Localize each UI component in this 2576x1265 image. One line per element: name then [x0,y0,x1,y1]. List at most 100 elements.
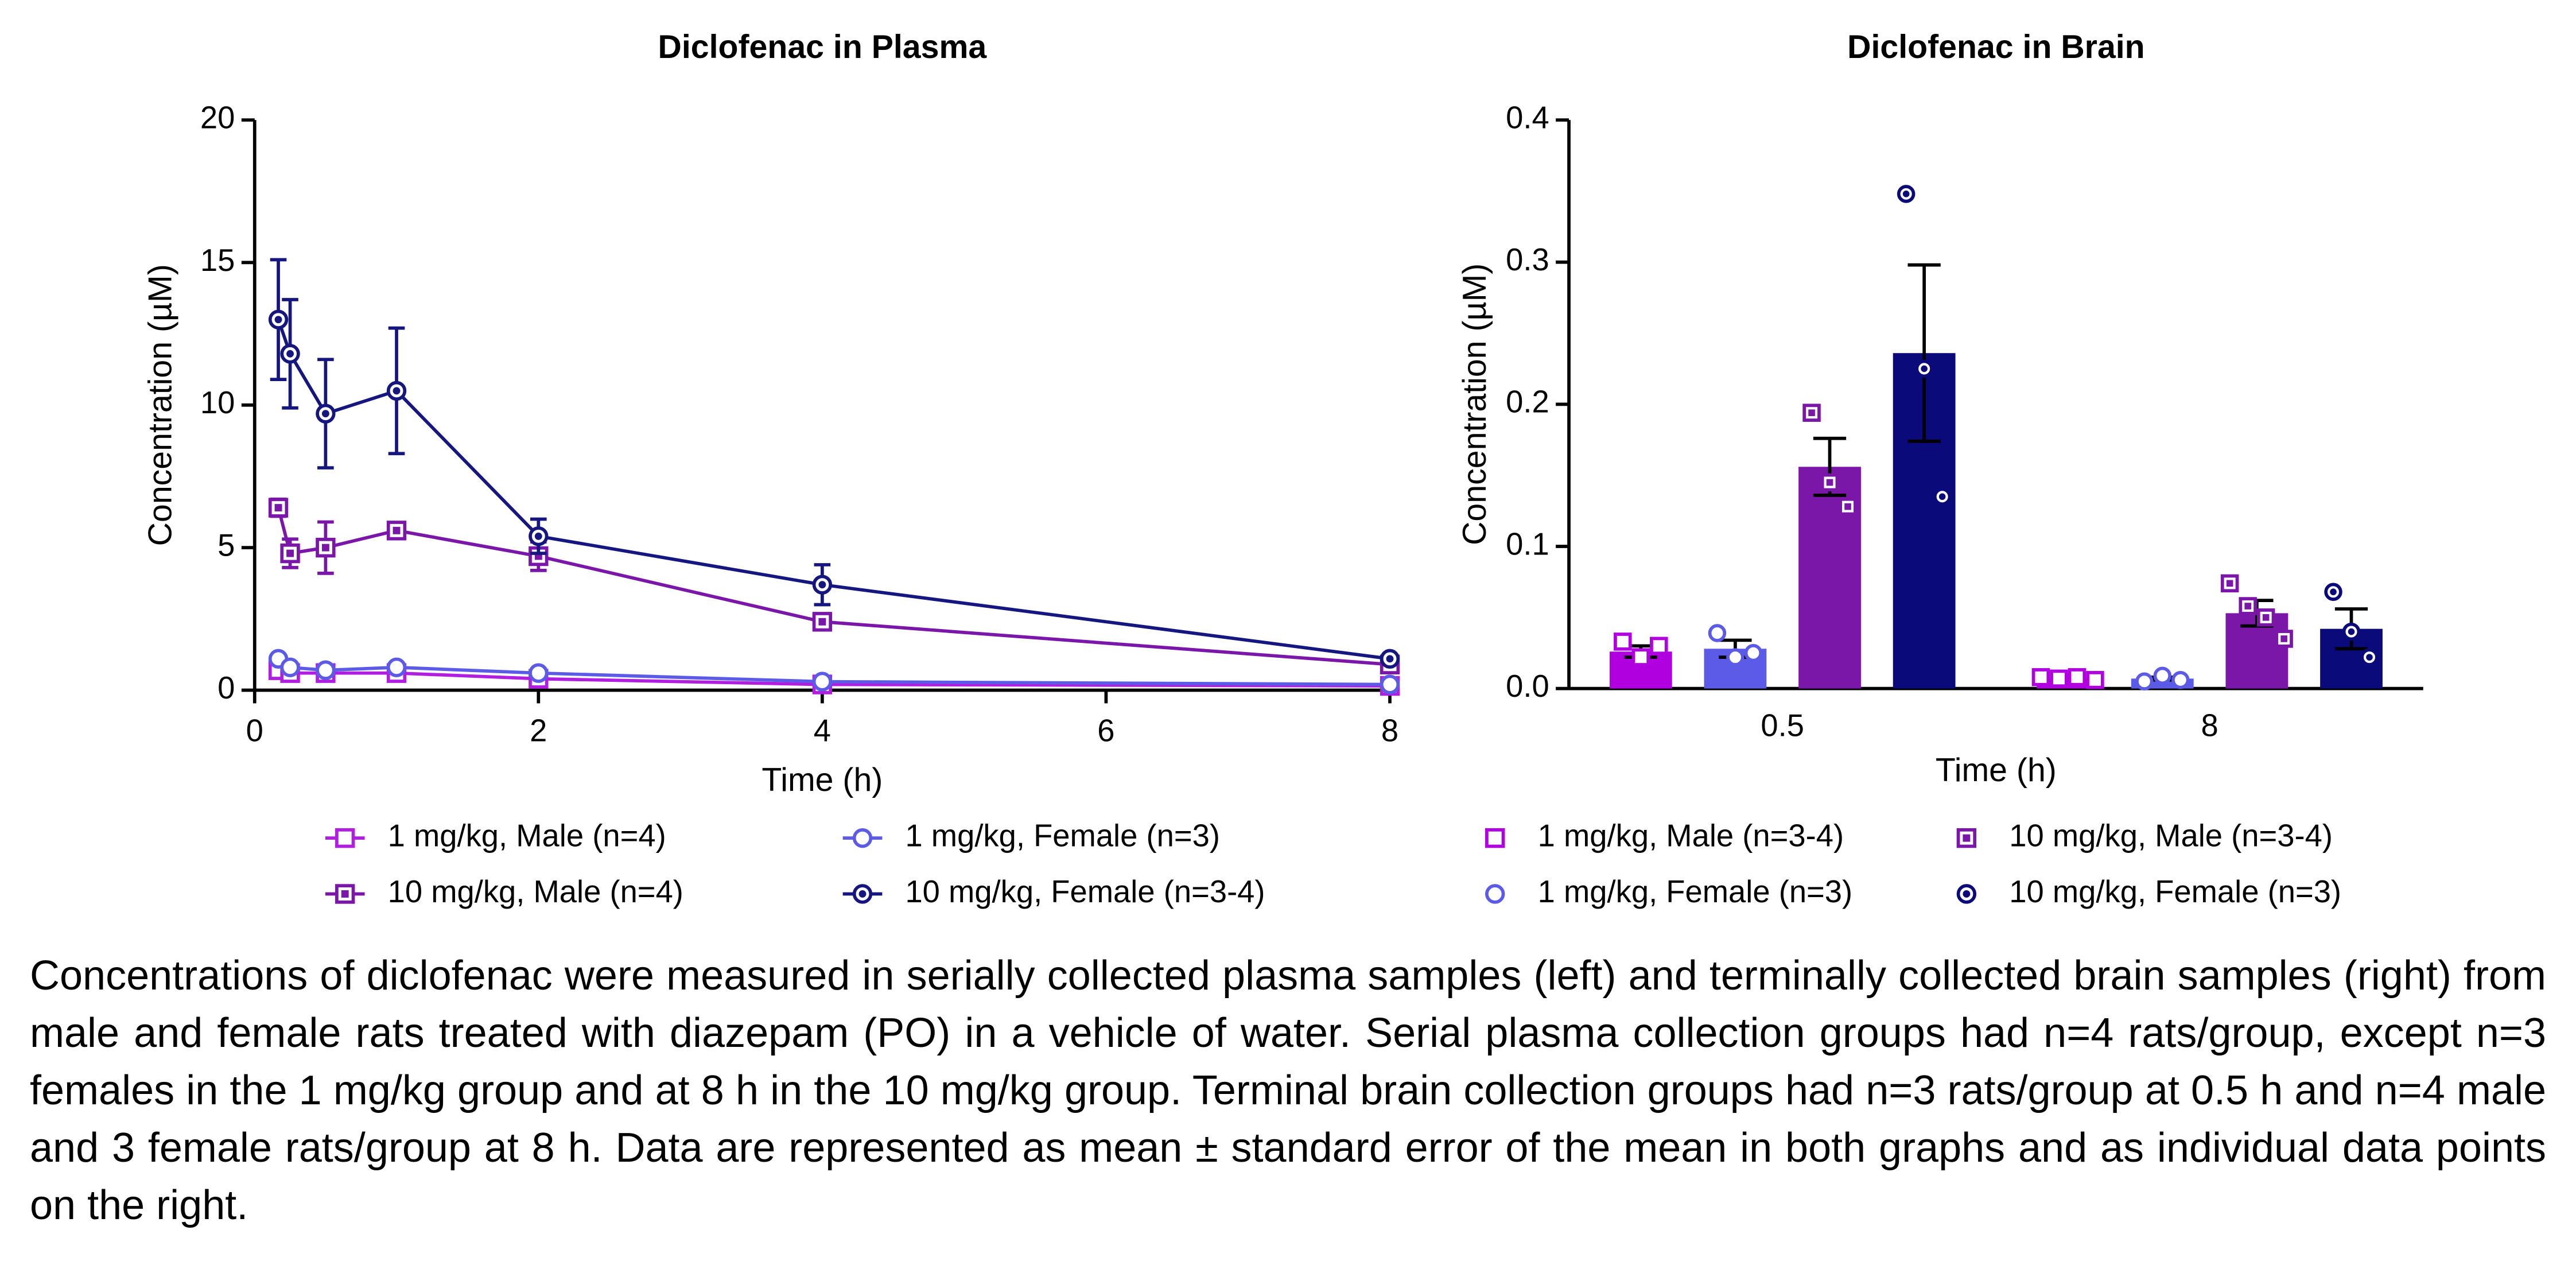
marker-dot [274,316,282,324]
chart-title: Diclofenac in Plasma [658,29,988,65]
marker [2135,672,2154,690]
y-tick-label: 10 [200,385,235,420]
marker-dot [2244,603,2251,610]
marker-shape [1708,624,1727,642]
marker-shape [812,672,833,692]
marker-dot [1938,493,1946,500]
marker [1802,403,1821,422]
marker-shape [2031,668,2050,686]
y-tick-label: 0 [217,670,235,705]
marker-shape [1726,648,1744,666]
marker-shape [852,828,873,848]
marker-shape [1744,643,1763,662]
marker [2342,622,2361,641]
y-tick-label: 15 [200,243,235,278]
error-bar [1907,263,1941,443]
marker [1956,884,1977,904]
marker-dot [2330,588,2337,596]
marker [1956,828,1977,848]
marker [2360,648,2379,666]
marker [1820,473,1839,492]
marker-shape [316,660,336,680]
marker-shape [1631,648,1650,666]
marker [1650,637,1668,655]
marker [2031,668,2050,686]
y-tick-label: 5 [217,528,235,563]
marker-shape [2171,671,2190,689]
marker [335,884,355,904]
x-tick-label: 8 [1381,713,1398,748]
series-line [277,657,1390,686]
marker [812,575,833,595]
marker [812,672,833,692]
marker-dot [286,350,294,358]
marker [529,663,549,683]
legend-label: 10 mg/kg, Male (n=3-4) [2009,818,2333,853]
y-tick-label: 0.4 [1506,100,1549,135]
marker-shape [2239,597,2257,615]
marker [386,657,407,677]
marker [1726,648,1744,666]
marker [2068,668,2087,686]
marker [2153,666,2172,685]
marker [386,381,407,401]
marker-dot [818,581,826,589]
marker-dot [341,890,349,898]
marker-dot [1808,409,1815,417]
caption: Concentrations of diclofenac were measur… [30,953,2546,1228]
legend-label: 1 mg/kg, Male (n=3-4) [1538,818,1844,853]
marker [316,660,336,680]
x-axis-label: Time (h) [1936,752,2057,789]
x-tick-label: 6 [1097,713,1114,748]
marker-dot [274,504,282,512]
marker-dot [1844,503,1851,510]
marker [1744,643,1763,662]
marker [1915,359,1933,378]
marker [2275,630,2293,648]
marker-dot [321,544,329,552]
marker [316,403,336,424]
marker-shape [316,537,336,558]
marker [1708,624,1727,642]
marker-dot [2262,614,2270,621]
x-axis-label: Time (h) [761,762,883,798]
marker-shape [2068,668,2087,686]
y-tick-label: 20 [200,100,235,135]
legend-label: 10 mg/kg, Female (n=3) [2009,874,2341,909]
marker-dot [818,618,826,626]
y-tick-label: 0.1 [1506,526,1549,561]
marker-shape [1380,674,1400,694]
y-axis-label: Concentration (µM) [142,264,179,546]
marker-dot [2280,635,2287,642]
y-tick-label: 0.3 [1506,242,1549,277]
marker-shape [2275,630,2293,648]
marker-shape [335,828,355,848]
marker-dot [321,410,329,418]
marker-dot [2226,580,2233,587]
marker-dot [286,549,294,557]
marker [852,828,873,848]
marker-shape [2086,671,2104,689]
marker [335,828,355,848]
marker [2256,608,2275,627]
marker-shape [2050,669,2068,688]
marker [386,521,407,541]
y-tick-label: 0.2 [1506,385,1549,420]
series-line [277,319,1390,661]
marker-dot [1921,365,1928,372]
legend-label: 10 mg/kg, Female (n=3-4) [905,874,1265,909]
x-tick-label: 0 [246,713,263,748]
marker [1485,828,1505,848]
marker-shape [1614,632,1632,651]
marker [268,309,289,329]
marker-shape [280,657,300,677]
marker-dot [1902,191,1910,197]
marker-shape [1650,637,1668,655]
marker-shape [1485,828,1505,848]
marker [1380,674,1400,694]
marker [316,537,336,558]
chart: Diclofenac in Plasma Concentration (µM) 0 5… [142,29,2423,909]
marker [280,657,300,677]
marker [852,884,873,904]
